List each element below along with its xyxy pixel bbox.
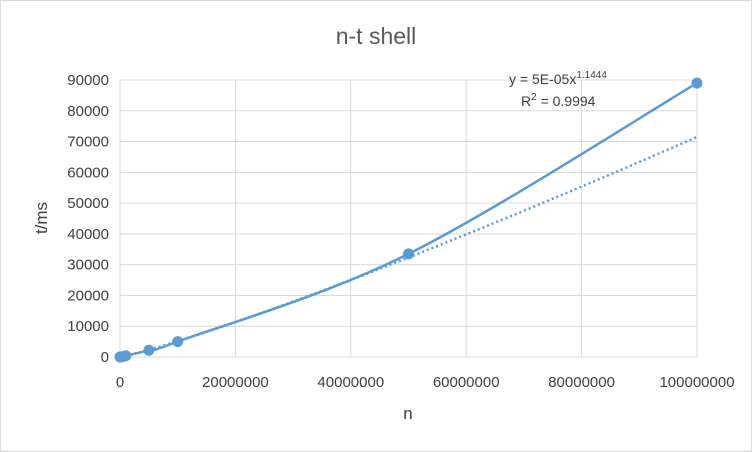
y-tick-label: 50000 <box>67 195 109 212</box>
y-tick-label: 20000 <box>67 287 109 304</box>
chart-title: n-t shell <box>336 23 417 49</box>
y-tick-labels: 0 10000 20000 30000 40000 50000 60000 70000 8000… <box>67 72 109 366</box>
r-squared-value: = 0.9994 <box>537 93 596 109</box>
x-tick-label: 100000000 <box>659 374 734 391</box>
data-point <box>143 344 155 356</box>
x-tick-labels: 0 20000000 40000000 60000000 80000000 1000000… <box>116 374 735 391</box>
y-tick-label: 80000 <box>67 103 109 120</box>
y-axis-label: t/ms <box>32 202 51 234</box>
equation-exponent: 1.1444 <box>576 70 607 81</box>
series-layer <box>114 77 703 363</box>
trendline-equation: y = 5E-05x1.1444 R2 = 0.9994 <box>509 70 607 109</box>
trendline-layer <box>119 135 698 359</box>
y-tick-label: 40000 <box>67 226 109 243</box>
x-tick-label: 0 <box>116 374 124 391</box>
y-tick-label: 70000 <box>67 134 109 151</box>
x-tick-label: 40000000 <box>317 374 384 391</box>
trendline <box>119 135 698 359</box>
grid-layer <box>119 79 698 358</box>
data-point <box>120 350 132 362</box>
x-tick-label: 60000000 <box>433 374 500 391</box>
y-tick-label: 90000 <box>67 72 109 89</box>
r-squared-label: R <box>521 93 531 109</box>
x-axis-label: n <box>403 404 412 423</box>
data-point <box>691 77 703 89</box>
r-squared-text: R2 = 0.9994 <box>521 92 596 109</box>
x-tick-label: 20000000 <box>202 374 269 391</box>
data-point <box>403 248 414 260</box>
data-point <box>172 336 184 348</box>
y-tick-label: 60000 <box>67 164 109 181</box>
x-tick-label: 80000000 <box>548 374 615 391</box>
equation-prefix: y = 5E-05x <box>509 71 576 87</box>
y-tick-label: 10000 <box>67 318 109 335</box>
series-line <box>119 82 698 359</box>
y-tick-label: 30000 <box>67 257 109 274</box>
y-tick-label: 0 <box>101 349 109 366</box>
r-squared-power: 2 <box>531 92 537 103</box>
equation-text: y = 5E-05x1.1444 <box>509 70 607 87</box>
